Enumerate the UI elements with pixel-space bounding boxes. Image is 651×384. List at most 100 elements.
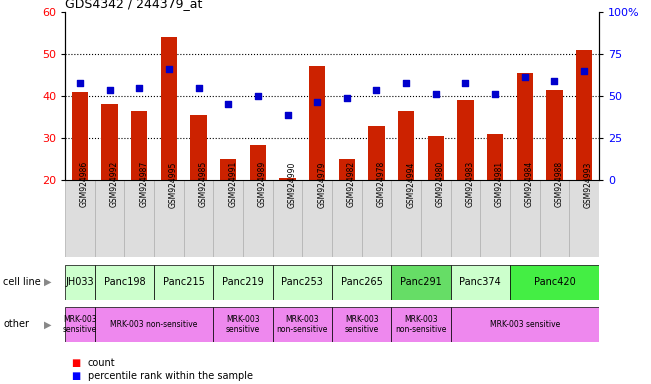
Bar xyxy=(95,265,154,300)
Text: GSM924995: GSM924995 xyxy=(169,161,178,207)
Text: GDS4342 / 244379_at: GDS4342 / 244379_at xyxy=(65,0,202,10)
Bar xyxy=(362,180,391,257)
Bar xyxy=(332,265,391,300)
Text: GSM924981: GSM924981 xyxy=(495,161,504,207)
Text: other: other xyxy=(3,319,29,329)
Bar xyxy=(95,307,214,342)
Point xyxy=(283,112,293,118)
Point xyxy=(519,74,530,80)
Bar xyxy=(214,307,273,342)
Text: ▶: ▶ xyxy=(44,277,52,287)
Text: MRK-003 non-sensitive: MRK-003 non-sensitive xyxy=(111,320,198,329)
Bar xyxy=(154,180,184,257)
Point xyxy=(312,99,322,106)
Text: GSM924982: GSM924982 xyxy=(347,161,356,207)
Point xyxy=(579,68,589,74)
Bar xyxy=(510,265,599,300)
Bar xyxy=(576,50,592,180)
Bar xyxy=(273,265,332,300)
Bar xyxy=(450,265,510,300)
Text: Panc215: Panc215 xyxy=(163,277,204,287)
Bar xyxy=(391,180,421,257)
Text: cell line: cell line xyxy=(3,277,41,287)
Bar xyxy=(184,180,214,257)
Point xyxy=(75,80,85,86)
Bar xyxy=(124,180,154,257)
Point xyxy=(193,84,204,91)
Bar xyxy=(421,180,450,257)
Point xyxy=(134,84,145,91)
Bar xyxy=(398,111,414,180)
Bar xyxy=(250,145,266,180)
Text: ■: ■ xyxy=(72,371,81,381)
Text: Panc253: Panc253 xyxy=(281,277,324,287)
Text: GSM924991: GSM924991 xyxy=(229,161,237,207)
Bar xyxy=(332,180,362,257)
Bar xyxy=(428,136,444,180)
Bar xyxy=(510,180,540,257)
Text: GSM924989: GSM924989 xyxy=(258,161,267,207)
Bar xyxy=(546,90,562,180)
Bar xyxy=(487,134,503,180)
Bar xyxy=(214,265,273,300)
Text: GSM924990: GSM924990 xyxy=(288,161,296,207)
Bar xyxy=(332,307,391,342)
Bar xyxy=(391,265,450,300)
Bar xyxy=(102,104,118,180)
Point xyxy=(371,87,381,93)
Bar xyxy=(95,180,124,257)
Bar xyxy=(243,180,273,257)
Point xyxy=(460,80,471,86)
Text: GSM924993: GSM924993 xyxy=(584,161,593,207)
Text: Panc219: Panc219 xyxy=(222,277,264,287)
Point xyxy=(163,65,174,71)
Bar xyxy=(450,307,599,342)
Bar xyxy=(309,66,326,180)
Bar xyxy=(65,180,95,257)
Bar xyxy=(65,265,95,300)
Text: GSM924988: GSM924988 xyxy=(555,161,563,207)
Bar xyxy=(279,178,296,180)
Text: GSM924979: GSM924979 xyxy=(317,161,326,207)
Text: GSM924994: GSM924994 xyxy=(406,161,415,207)
Text: GSM924992: GSM924992 xyxy=(109,161,118,207)
Text: MRK-003
sensitive: MRK-003 sensitive xyxy=(62,315,97,334)
Text: Panc420: Panc420 xyxy=(534,277,575,287)
Bar xyxy=(154,265,214,300)
Bar xyxy=(190,115,207,180)
Text: count: count xyxy=(88,358,115,368)
Text: MRK-003
sensitive: MRK-003 sensitive xyxy=(344,315,379,334)
Bar xyxy=(72,92,88,180)
Bar xyxy=(220,159,236,180)
Text: JH033: JH033 xyxy=(66,277,94,287)
Bar xyxy=(540,180,569,257)
Text: GSM924987: GSM924987 xyxy=(139,161,148,207)
Point xyxy=(549,78,560,84)
Text: MRK-003
non-sensitive: MRK-003 non-sensitive xyxy=(395,315,447,334)
Bar xyxy=(273,307,332,342)
Bar xyxy=(339,159,355,180)
Bar xyxy=(450,180,480,257)
Point xyxy=(430,91,441,97)
Text: GSM924978: GSM924978 xyxy=(376,161,385,207)
Bar xyxy=(273,180,302,257)
Text: GSM924986: GSM924986 xyxy=(80,161,89,207)
Bar xyxy=(517,73,533,180)
Text: Panc265: Panc265 xyxy=(340,277,383,287)
Point xyxy=(490,91,501,97)
Text: GSM924980: GSM924980 xyxy=(436,161,445,207)
Text: ■: ■ xyxy=(72,358,81,368)
Bar xyxy=(368,126,385,180)
Bar xyxy=(480,180,510,257)
Text: GSM924984: GSM924984 xyxy=(525,161,534,207)
Text: ▶: ▶ xyxy=(44,319,52,329)
Bar xyxy=(457,100,474,180)
Bar xyxy=(569,180,599,257)
Text: percentile rank within the sample: percentile rank within the sample xyxy=(88,371,253,381)
Bar xyxy=(65,307,95,342)
Bar xyxy=(214,180,243,257)
Point xyxy=(104,87,115,93)
Bar xyxy=(161,37,177,180)
Text: Panc198: Panc198 xyxy=(104,277,145,287)
Text: MRK-003
non-sensitive: MRK-003 non-sensitive xyxy=(277,315,328,334)
